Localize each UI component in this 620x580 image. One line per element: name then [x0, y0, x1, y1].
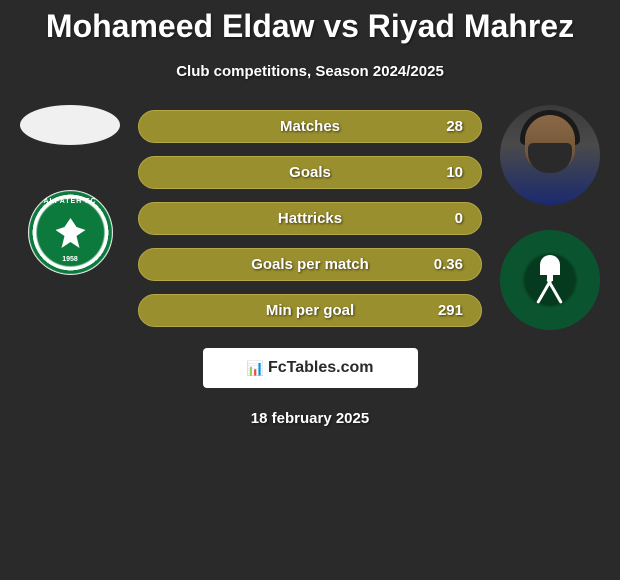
club2-emblem-icon [530, 255, 570, 305]
tree-icon [540, 255, 560, 275]
sword2-icon [546, 278, 563, 304]
player2-avatar [500, 105, 600, 205]
stat-label: Goals per match [251, 256, 369, 273]
club1-logo: ALFATEH FC 1958 [28, 190, 113, 275]
club1-year: 1958 [62, 256, 78, 263]
left-column: ALFATEH FC 1958 [10, 110, 130, 330]
stats-column: Matches 28 Goals 10 Hattricks 0 Goals pe… [130, 110, 490, 330]
avatar-beard-icon [528, 143, 572, 173]
stat-label: Matches [280, 118, 340, 135]
stat-value-right: 0 [433, 210, 463, 227]
date-text: 18 february 2025 [0, 410, 620, 427]
content-area: ALFATEH FC 1958 Matches 28 Goals 10 Hatt… [0, 110, 620, 330]
footer-brand-box: 📊 FcTables.com [203, 348, 418, 388]
stat-bar-goals-per-match: Goals per match 0.36 [138, 248, 482, 281]
footer-brand-text: FcTables.com [268, 359, 374, 377]
player1-avatar [20, 105, 120, 145]
stat-value-right: 291 [433, 302, 463, 319]
stat-bar-goals: Goals 10 [138, 156, 482, 189]
comparison-subtitle: Club competitions, Season 2024/2025 [0, 63, 620, 80]
stat-bar-min-per-goal: Min per goal 291 [138, 294, 482, 327]
stat-label: Min per goal [266, 302, 354, 319]
stat-value-right: 28 [433, 118, 463, 135]
right-column [490, 110, 610, 330]
stat-bar-matches: Matches 28 [138, 110, 482, 143]
stat-value-right: 10 [433, 164, 463, 181]
stat-label: Hattricks [278, 210, 342, 227]
club1-name: ALFATEH FC [43, 198, 96, 205]
stat-bar-hattricks: Hattricks 0 [138, 202, 482, 235]
comparison-title: Mohameed Eldaw vs Riyad Mahrez [0, 0, 620, 45]
stat-value-right: 0.36 [433, 256, 463, 273]
chart-icon: 📊 [247, 360, 264, 377]
club1-figure-icon [56, 218, 86, 248]
stat-label: Goals [289, 164, 331, 181]
swords-icon [535, 277, 565, 302]
club2-logo [500, 230, 600, 330]
